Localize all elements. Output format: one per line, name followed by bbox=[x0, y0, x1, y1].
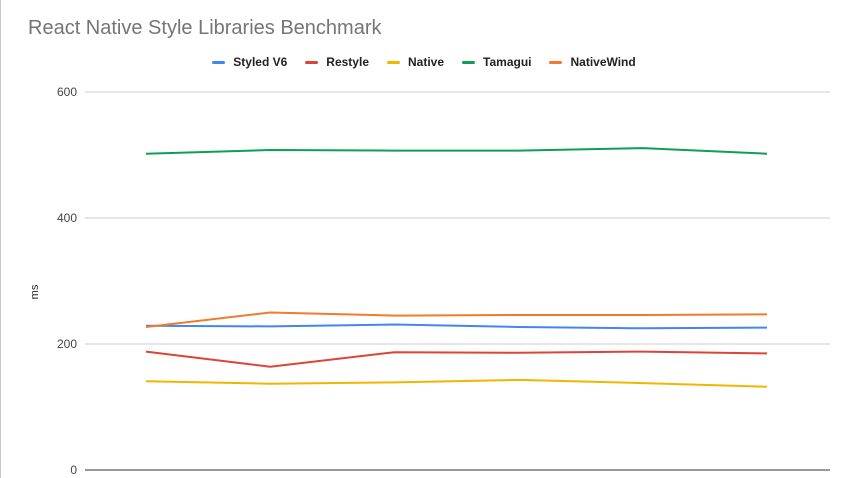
legend-label: Restyle bbox=[326, 55, 369, 69]
legend: Styled V6 Restyle Native Tamagui NativeWind bbox=[0, 55, 848, 69]
legend-swatch bbox=[387, 60, 400, 64]
gridlines bbox=[85, 91, 830, 471]
window-edge bbox=[0, 0, 1, 478]
legend-swatch bbox=[305, 60, 319, 64]
legend-item-native[interactable]: Native bbox=[387, 55, 444, 69]
legend-label: NativeWind bbox=[570, 55, 636, 69]
y-tick-labels: 0 200 400 600 bbox=[57, 85, 77, 477]
y-tick-label: 200 bbox=[57, 337, 77, 351]
series-line-restyle[interactable] bbox=[145, 350, 768, 368]
series-lines bbox=[145, 147, 768, 388]
y-tick-label: 600 bbox=[57, 85, 77, 99]
legend-item-nativewind[interactable]: NativeWind bbox=[549, 55, 636, 69]
legend-label: Styled V6 bbox=[233, 55, 288, 69]
legend-swatch bbox=[549, 60, 563, 64]
legend-label: Native bbox=[408, 55, 445, 69]
chart-title: React Native Style Libraries Benchmark bbox=[28, 17, 382, 39]
y-tick-label: 0 bbox=[70, 463, 77, 477]
legend-item-restyle[interactable]: Restyle bbox=[305, 55, 369, 69]
series-line-native[interactable] bbox=[145, 378, 768, 388]
legend-item-styled-v6[interactable]: Styled V6 bbox=[212, 55, 287, 69]
legend-swatch bbox=[212, 60, 226, 64]
legend-swatch bbox=[462, 60, 476, 64]
series-line-tamagui[interactable] bbox=[145, 147, 768, 155]
legend-item-tamagui[interactable]: Tamagui bbox=[462, 55, 531, 69]
legend-label: Tamagui bbox=[483, 55, 532, 69]
y-tick-label: 400 bbox=[57, 211, 77, 225]
series-line-styled-v6[interactable] bbox=[145, 323, 768, 330]
series-line-nativewind[interactable] bbox=[145, 311, 768, 328]
